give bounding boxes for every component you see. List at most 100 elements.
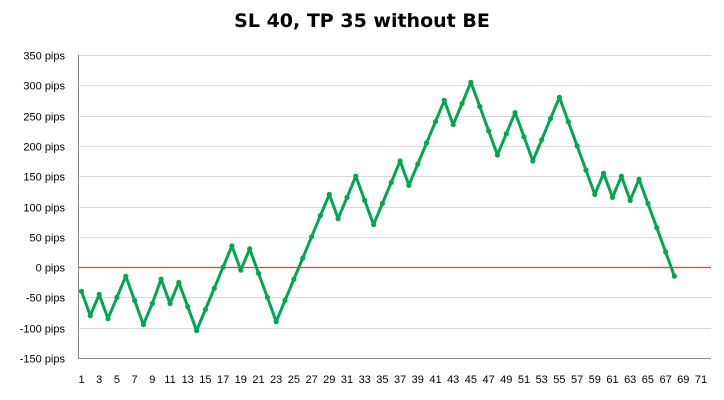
data-point xyxy=(238,267,244,273)
chart-title: SL 40, TP 35 without BE xyxy=(234,10,490,32)
data-point xyxy=(371,222,377,228)
data-point xyxy=(291,276,297,282)
y-tick-label: 50 pips xyxy=(30,233,66,245)
data-point xyxy=(300,255,306,261)
data-point xyxy=(282,297,288,303)
data-point xyxy=(335,216,341,222)
x-tick-label: 55 xyxy=(553,374,565,386)
data-point xyxy=(486,128,492,134)
data-point xyxy=(424,140,430,146)
x-tick-label: 25 xyxy=(288,374,300,386)
data-point xyxy=(132,297,138,303)
data-point xyxy=(317,213,323,219)
data-point xyxy=(105,316,111,322)
x-tick-label: 49 xyxy=(500,374,512,386)
data-point xyxy=(309,234,315,240)
x-tick-label: 51 xyxy=(518,374,530,386)
data-point xyxy=(140,322,146,328)
data-point xyxy=(114,294,120,300)
data-point xyxy=(450,122,456,128)
data-point xyxy=(78,288,85,294)
data-point xyxy=(185,303,191,310)
series-group xyxy=(78,79,678,334)
data-point xyxy=(601,170,607,176)
data-point xyxy=(565,119,571,125)
data-point xyxy=(503,131,509,137)
data-point xyxy=(158,276,164,282)
data-point xyxy=(654,225,660,231)
x-tick-label: 41 xyxy=(429,374,441,386)
data-point xyxy=(583,167,589,173)
data-point xyxy=(574,143,580,149)
x-tick-label: 29 xyxy=(323,374,335,386)
x-tick-label: 59 xyxy=(589,374,601,386)
data-point xyxy=(379,200,385,207)
y-tick-label: 0 pips xyxy=(36,263,66,275)
data-point xyxy=(273,319,279,325)
y-tick-label: 100 pips xyxy=(23,203,65,215)
y-tick-label: 150 pips xyxy=(23,172,65,184)
data-point xyxy=(255,270,262,276)
x-tick-label: 21 xyxy=(252,374,264,386)
x-tick-label: 71 xyxy=(695,374,707,386)
x-tick-label: 47 xyxy=(482,374,494,386)
x-axis-tick-labels: 1 3 5 7 9 11 13 15 17 19 21 23 25 27 29 31 33 35 37 39 41 43 4… xyxy=(78,374,707,386)
data-point xyxy=(671,273,678,279)
data-point xyxy=(592,191,598,197)
x-tick-label: 15 xyxy=(199,374,211,386)
data-point xyxy=(441,97,447,103)
data-point xyxy=(123,273,129,279)
x-tick-label: 11 xyxy=(164,374,175,386)
y-tick-label: -100 pips xyxy=(20,324,66,336)
y-tick-label: 350 pips xyxy=(23,51,65,63)
x-tick-label: 27 xyxy=(305,374,317,386)
data-point xyxy=(229,243,235,249)
x-tick-label: 31 xyxy=(341,374,353,386)
data-point xyxy=(326,191,332,197)
data-point xyxy=(468,79,474,85)
y-axis-tick-labels: -150 pips -100 pips -50 pips 0 pips 50 pips 1… xyxy=(20,51,66,366)
x-tick-label: 57 xyxy=(571,374,583,386)
data-point xyxy=(547,116,554,122)
data-point xyxy=(194,328,200,334)
x-tick-label: 3 xyxy=(96,374,102,386)
data-point xyxy=(264,294,270,300)
data-point xyxy=(512,110,518,116)
data-point xyxy=(459,100,465,107)
x-tick-label: 61 xyxy=(606,374,618,386)
x-tick-label: 13 xyxy=(182,374,194,386)
y-tick-label: -150 pips xyxy=(20,354,66,366)
data-point xyxy=(645,200,651,207)
series-line xyxy=(80,80,676,333)
x-tick-label: 5 xyxy=(114,374,120,386)
data-point xyxy=(353,173,359,179)
data-point xyxy=(406,182,412,188)
data-point xyxy=(149,300,155,307)
x-tick-label: 7 xyxy=(132,374,138,386)
data-point xyxy=(494,152,500,158)
data-point xyxy=(247,246,253,252)
data-point xyxy=(556,94,563,100)
x-tick-label: 65 xyxy=(642,374,654,386)
y-tick-label: 200 pips xyxy=(23,142,65,154)
data-point xyxy=(477,103,483,110)
x-tick-label: 43 xyxy=(447,374,459,386)
x-tick-label: 9 xyxy=(149,374,155,386)
data-point xyxy=(202,306,208,313)
data-point xyxy=(539,137,545,143)
axes xyxy=(78,55,711,359)
data-point xyxy=(636,176,642,182)
data-point xyxy=(87,313,93,319)
data-point xyxy=(220,264,226,270)
data-point xyxy=(627,197,633,203)
x-tick-label: 69 xyxy=(677,374,689,386)
x-tick-label: 23 xyxy=(270,374,282,386)
x-tick-label: 17 xyxy=(217,374,229,386)
data-point xyxy=(96,291,102,297)
data-point xyxy=(530,158,536,164)
data-point xyxy=(618,173,625,179)
x-tick-label: 39 xyxy=(412,374,424,386)
x-tick-label: 63 xyxy=(624,374,636,386)
